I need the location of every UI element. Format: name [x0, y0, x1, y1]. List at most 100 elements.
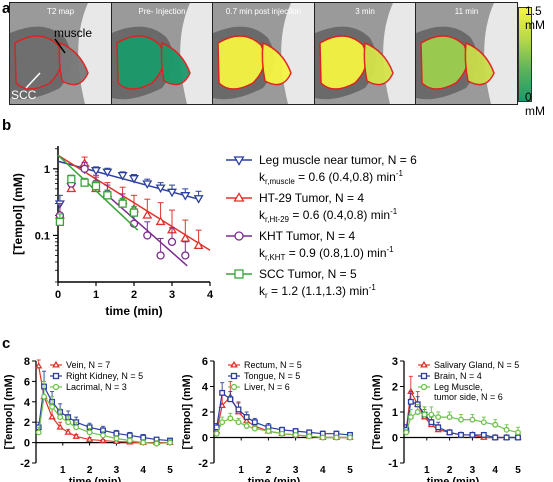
- data-point: [218, 401, 226, 408]
- x-tick-label: 4: [492, 465, 498, 476]
- data-point: [227, 415, 234, 422]
- data-point: [91, 181, 101, 191]
- data-point: [421, 411, 428, 418]
- data-point: [279, 430, 285, 437]
- colorbar-min-label: 0 mM: [525, 90, 545, 118]
- data-point: [469, 416, 476, 423]
- x-tick-label: 4: [207, 289, 214, 301]
- scc-annotation: SCC: [11, 88, 37, 102]
- data-point: [219, 419, 226, 426]
- mri-frame-1: muscle SCC T2 map: [9, 2, 112, 105]
- data-point: [235, 406, 242, 413]
- data-point: [117, 171, 128, 181]
- x-axis-label: time (min): [105, 304, 162, 318]
- data-point: [306, 433, 313, 440]
- legend-marker: [52, 372, 60, 380]
- y-axis-label: [Tempol] (mM): [371, 374, 383, 449]
- mri-frame-art: [314, 3, 416, 104]
- legend-marker: [52, 383, 60, 391]
- legend-marker: [233, 156, 245, 166]
- data-point: [319, 434, 326, 441]
- muscle-roi: [363, 41, 394, 86]
- data-point: [515, 429, 521, 436]
- data-point: [292, 431, 299, 438]
- data-point: [113, 435, 120, 442]
- fit-line: [57, 160, 199, 200]
- data-point: [102, 168, 113, 178]
- legend-rate: kr = 1.2 (1.1,1.3) min-1: [259, 283, 376, 300]
- data-point: [85, 435, 94, 442]
- data-point: [41, 393, 47, 400]
- legend-label: KHT Tumor, N = 4: [259, 229, 355, 243]
- data-point: [57, 414, 64, 421]
- mri-frame-3: 0.7 min post injection: [212, 2, 315, 105]
- legend-rate: kr,Ht-29 = 0.6 (0.4,0.8) min-1: [259, 207, 398, 224]
- legend-marker: [230, 372, 238, 380]
- scc-arrow: [25, 72, 41, 89]
- data-point: [167, 188, 177, 198]
- data-point: [142, 180, 153, 189]
- data-point: [347, 434, 353, 441]
- data-point: [65, 419, 72, 426]
- x-tick-label: 2: [266, 465, 272, 476]
- data-point: [55, 217, 65, 226]
- data-point: [129, 208, 139, 217]
- mri-frame-4: 3 min: [313, 2, 417, 105]
- series-4: [55, 154, 139, 231]
- data-point: [458, 416, 464, 423]
- legend-label: Salivary Gland, N = 5: [434, 360, 519, 370]
- y-tick-label: 6: [202, 356, 208, 368]
- small-chart-2: -2 0 2 4 6 1 2 3 4 5 time (min) [Tempol] (mM) Rectum…: [181, 356, 354, 482]
- mri-frame-2: Pre- Injection: [110, 2, 214, 105]
- mri-frame-label: 3 min: [355, 7, 375, 16]
- mri-frame-art: muscle SCC: [10, 3, 111, 104]
- x-tick-label: 5: [347, 465, 353, 476]
- y-tick-label: 4: [24, 397, 31, 409]
- data-point: [213, 424, 220, 431]
- data-point: [48, 413, 56, 420]
- data-point: [480, 432, 487, 438]
- data-point: [503, 426, 510, 433]
- data-point: [435, 414, 442, 421]
- legend-marker: [234, 269, 244, 279]
- x-tick-label: 5: [515, 465, 521, 476]
- x-tick-label: 3: [470, 465, 476, 476]
- data-point: [56, 423, 64, 430]
- mri-frame-art: [111, 3, 213, 104]
- x-tick-label: 4: [140, 465, 146, 476]
- y-tick-label: 0: [202, 433, 208, 445]
- legend-marker: [234, 231, 244, 241]
- x-tick-label: 1: [93, 289, 99, 301]
- data-point: [333, 434, 340, 441]
- legend-label: Lacrimal, N = 3: [66, 382, 127, 392]
- x-tick-label: 1: [60, 465, 66, 476]
- mri-bright-tissue: [281, 3, 314, 104]
- y-axis-label: [Tempol] (mM): [181, 374, 193, 449]
- data-point: [167, 237, 177, 247]
- y-tick-label: 1: [392, 407, 398, 419]
- data-point: [251, 425, 258, 432]
- x-tick-label: 2: [131, 289, 137, 301]
- x-tick-label: 2: [87, 465, 93, 476]
- mri-frame-art: [213, 3, 314, 104]
- legend-label: tumor side, N = 6: [434, 392, 503, 402]
- data-point: [243, 414, 250, 421]
- data-point: [435, 424, 442, 431]
- legend-marker: [52, 360, 60, 368]
- data-point: [129, 175, 139, 184]
- data-point: [126, 437, 133, 444]
- legend-label: Leg Muscle,: [434, 382, 483, 392]
- fit-line: [57, 154, 139, 231]
- data-point: [73, 424, 80, 431]
- panel-b-chart: 0 1 2 3 4 1 0.1 time (min) [Tempol] (mM) Leg musc…: [11, 146, 417, 318]
- data-point: [140, 439, 147, 446]
- x-axis-label: time (min): [427, 476, 480, 482]
- series-3: [213, 412, 353, 441]
- small-chart-3: -1 0 1 2 3 1 2 3 4 5 time (min) [Tempol] (mM) Saliva…: [371, 356, 522, 482]
- x-tick-label: 5: [167, 465, 173, 476]
- colorbar-max-label: 1.5 mM: [525, 4, 545, 32]
- data-point: [91, 167, 101, 176]
- data-point: [155, 184, 166, 194]
- data-point: [103, 191, 112, 200]
- data-point: [265, 428, 272, 435]
